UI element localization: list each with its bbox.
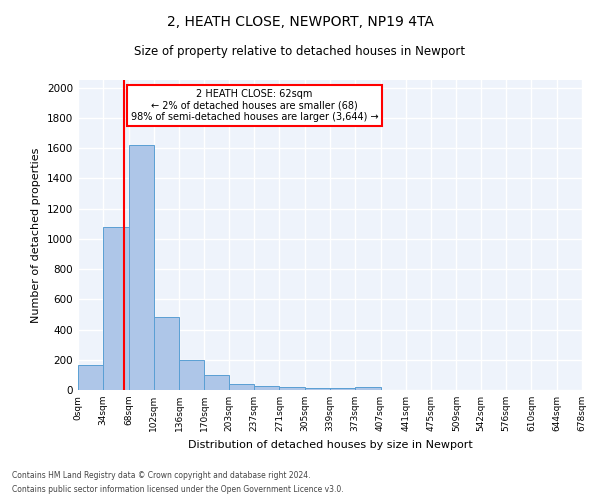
- Bar: [179, 360, 205, 390]
- Bar: [254, 386, 280, 390]
- Bar: [78, 365, 103, 390]
- Bar: [305, 388, 330, 390]
- Bar: [205, 375, 229, 390]
- Text: 2 HEATH CLOSE: 62sqm
← 2% of detached houses are smaller (68)
98% of semi-detach: 2 HEATH CLOSE: 62sqm ← 2% of detached ho…: [131, 90, 378, 122]
- Bar: [128, 145, 154, 390]
- Bar: [330, 388, 355, 390]
- Bar: [280, 388, 305, 390]
- Text: Size of property relative to detached houses in Newport: Size of property relative to detached ho…: [134, 45, 466, 58]
- Text: 2, HEATH CLOSE, NEWPORT, NP19 4TA: 2, HEATH CLOSE, NEWPORT, NP19 4TA: [167, 15, 433, 29]
- Bar: [229, 384, 254, 390]
- X-axis label: Distribution of detached houses by size in Newport: Distribution of detached houses by size …: [188, 440, 472, 450]
- Text: Contains public sector information licensed under the Open Government Licence v3: Contains public sector information licen…: [12, 486, 344, 494]
- Bar: [154, 318, 179, 390]
- Text: Contains HM Land Registry data © Crown copyright and database right 2024.: Contains HM Land Registry data © Crown c…: [12, 470, 311, 480]
- Bar: [355, 388, 380, 390]
- Y-axis label: Number of detached properties: Number of detached properties: [31, 148, 41, 322]
- Bar: [103, 226, 128, 390]
